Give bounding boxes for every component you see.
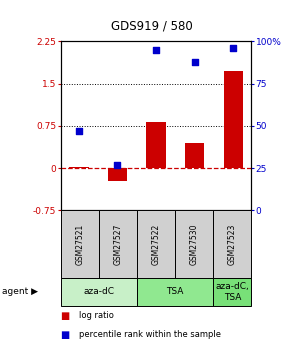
Text: TSA: TSA [166,287,184,296]
Bar [146,122,166,168]
Text: GSM27527: GSM27527 [113,224,122,265]
Bar [108,168,127,180]
Text: ■: ■ [61,311,70,321]
Text: ■: ■ [61,330,70,339]
Text: agent ▶: agent ▶ [2,287,38,296]
Point [76,128,81,134]
Text: percentile rank within the sample: percentile rank within the sample [79,330,221,339]
Point [231,46,236,51]
Point [154,47,158,53]
Text: aza-dC: aza-dC [83,287,114,296]
Text: log ratio: log ratio [79,311,114,320]
Text: aza-dC,
TSA: aza-dC, TSA [215,282,249,302]
Bar [69,167,88,168]
Point [192,59,197,65]
Text: GSM27521: GSM27521 [75,224,84,265]
Text: GDS919 / 580: GDS919 / 580 [111,19,192,32]
Bar [185,143,204,168]
Text: GSM27522: GSM27522 [152,224,161,265]
Text: GSM27530: GSM27530 [190,223,199,265]
Point [115,162,120,168]
Text: GSM27523: GSM27523 [228,224,237,265]
Bar [224,71,243,168]
